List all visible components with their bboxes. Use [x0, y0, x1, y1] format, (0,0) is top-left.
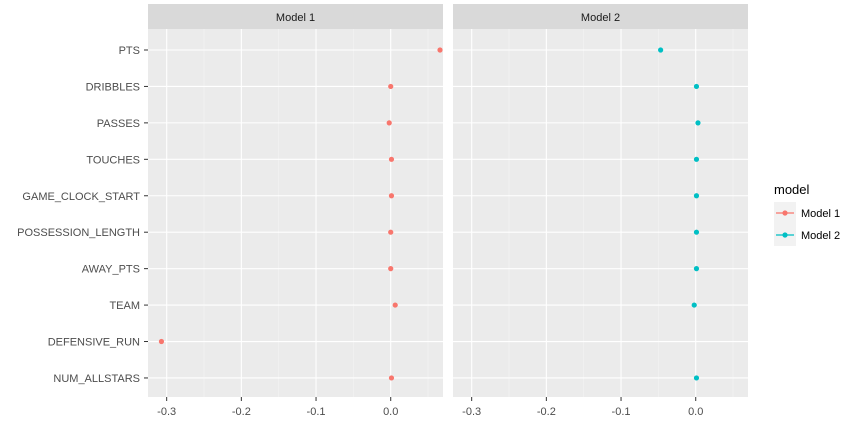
- panel-background: [453, 29, 748, 397]
- y-tick-label: POSSESSION_LENGTH: [17, 227, 140, 239]
- x-tick-label: -0.1: [612, 406, 631, 418]
- data-point-team: [392, 302, 398, 308]
- y-tick-label: DEFENSIVE_RUN: [48, 337, 140, 349]
- data-point-pts: [437, 47, 443, 53]
- legend-key-point: [782, 232, 788, 238]
- y-tick-label: AWAY_PTS: [82, 264, 140, 276]
- data-point-num-allstars: [693, 375, 700, 381]
- legend-label: Model 2: [801, 230, 840, 242]
- data-point-possession-length: [693, 229, 700, 235]
- y-tick-label: PTS: [119, 45, 140, 57]
- data-point-possession-length: [388, 229, 394, 235]
- data-point-touches: [693, 156, 700, 162]
- panel-background: [148, 29, 443, 397]
- y-tick-label: PASSES: [97, 118, 140, 130]
- y-tick-label: TEAM: [109, 300, 140, 312]
- x-tick-label: -0.2: [537, 406, 556, 418]
- legend-key-point: [782, 210, 788, 216]
- data-point-away-pts: [693, 266, 700, 272]
- facet-strip-label: Model 1: [276, 12, 315, 24]
- data-point-game-clock-start: [693, 193, 700, 199]
- x-tick-label: -0.3: [462, 406, 481, 418]
- data-point-pts: [658, 47, 664, 53]
- x-tick-label: -0.3: [157, 406, 176, 418]
- y-tick-label: GAME_CLOCK_START: [22, 191, 140, 203]
- data-point-game-clock-start: [388, 193, 395, 199]
- data-point-away-pts: [388, 266, 394, 272]
- facet-strip-label: Model 2: [581, 12, 620, 24]
- x-tick-label: -0.1: [307, 406, 326, 418]
- data-point-dribbles: [388, 83, 394, 90]
- y-tick-label: NUM_ALLSTARS: [53, 373, 140, 385]
- x-tick-label: -0.2: [232, 406, 251, 418]
- data-point-touches: [388, 156, 395, 162]
- data-point-team: [691, 302, 697, 308]
- data-point-num-allstars: [388, 375, 395, 381]
- y-tick-label: DRIBBLES: [86, 81, 140, 93]
- x-tick-label: 0.0: [383, 406, 398, 418]
- facet-strip: [148, 4, 443, 29]
- data-point-defensive-run: [158, 338, 165, 345]
- y-tick-label: TOUCHES: [86, 154, 140, 166]
- data-point-passes: [386, 120, 392, 126]
- facet-strip: [453, 4, 748, 29]
- legend-title: model: [774, 182, 810, 197]
- legend-label: Model 1: [801, 208, 840, 220]
- x-tick-label: 0.0: [688, 406, 703, 418]
- data-point-passes: [695, 120, 701, 126]
- data-point-dribbles: [693, 83, 700, 90]
